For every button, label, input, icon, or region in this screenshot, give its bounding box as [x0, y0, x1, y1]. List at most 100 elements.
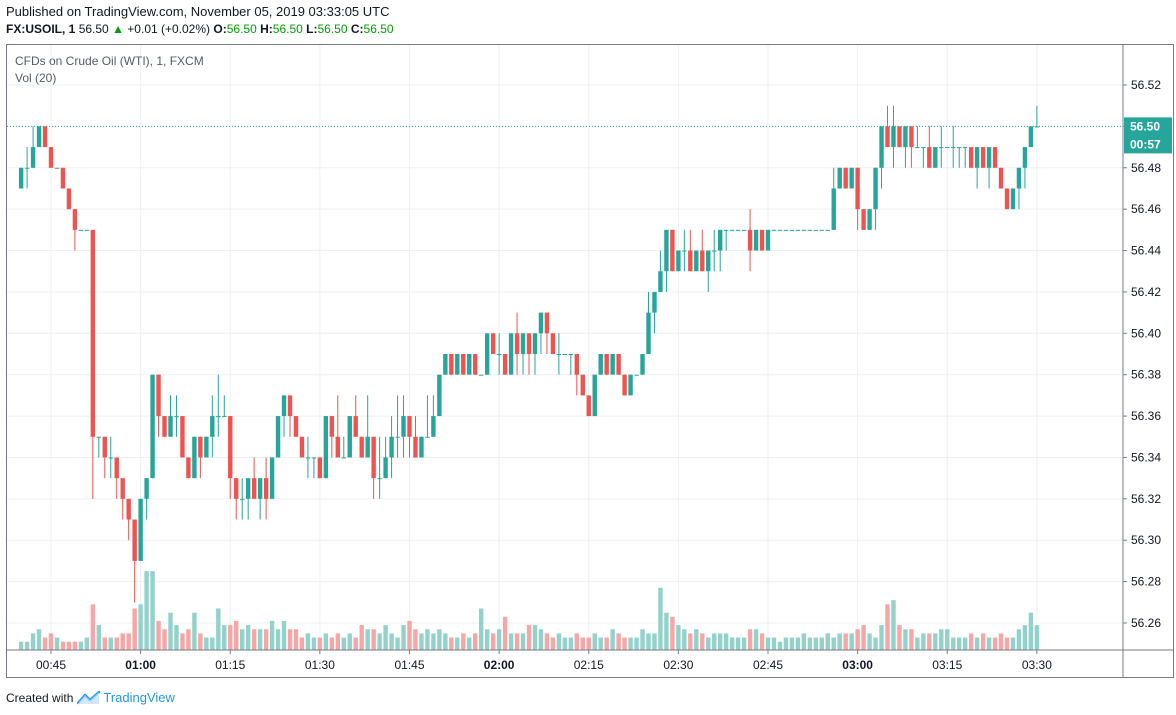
up-arrow-icon: ▲ — [112, 22, 124, 36]
candle-body — [234, 478, 239, 499]
candle — [897, 126, 902, 148]
low-value: 56.50 — [317, 22, 348, 36]
time-tick-label: 03:15 — [932, 658, 962, 672]
candle-body — [419, 436, 424, 458]
candle-body — [604, 354, 609, 375]
candle — [759, 229, 765, 251]
price-tick-label: 56.38 — [1131, 368, 1161, 382]
candle — [120, 478, 125, 520]
volume-bar — [1028, 612, 1034, 650]
volume-bar — [150, 571, 155, 650]
volume-bar — [120, 633, 125, 650]
candle-body — [490, 333, 496, 354]
candle — [251, 457, 257, 499]
volume-bar — [18, 641, 24, 650]
volume-bar — [861, 625, 866, 650]
candle-body — [676, 250, 681, 272]
time-tick-label: 02:15 — [574, 658, 604, 672]
tradingview-link[interactable]: TradingView — [103, 690, 175, 705]
candle-body — [610, 354, 615, 375]
candle — [909, 126, 914, 168]
candle — [353, 395, 358, 437]
volume-bar — [520, 633, 526, 650]
volume-bar — [180, 633, 185, 650]
volume-bar — [198, 633, 203, 650]
volume-bar — [945, 629, 950, 650]
candle — [108, 436, 113, 479]
low-label: L: — [306, 22, 318, 36]
volume-bar — [437, 629, 442, 650]
candle-body — [706, 250, 711, 272]
volume-bar — [986, 637, 992, 650]
candle-body — [718, 229, 723, 251]
candle-body — [216, 416, 221, 418]
volume-bar — [992, 637, 998, 650]
candle-body — [174, 416, 179, 418]
candle-body — [879, 126, 884, 168]
volume-bar — [807, 637, 813, 650]
candle-body — [753, 229, 759, 251]
candle-body — [843, 167, 848, 189]
candle — [658, 250, 663, 292]
candle — [735, 229, 741, 231]
candle-body — [574, 354, 579, 375]
candle — [156, 374, 161, 437]
candle — [323, 416, 329, 479]
tradingview-logo-icon[interactable] — [77, 690, 101, 705]
candle-body — [395, 436, 400, 438]
time-tick-label: 01:45 — [394, 658, 424, 672]
time-tick-label: 03:30 — [1022, 658, 1052, 672]
candle-body — [502, 354, 508, 375]
volume-bar — [819, 637, 824, 650]
candle — [849, 167, 854, 189]
volume-bar — [443, 633, 448, 650]
series-title: CFDs on Crude Oil (WTI), 1, FXCM — [15, 54, 204, 68]
candle — [915, 126, 920, 149]
candle — [245, 478, 251, 520]
volume-bar — [138, 604, 143, 650]
candle — [66, 188, 72, 210]
volume-bar — [269, 620, 275, 650]
volume-bar — [592, 633, 597, 650]
candle — [694, 250, 699, 272]
candle — [783, 229, 789, 231]
current-price-badge — [1124, 117, 1172, 154]
candle — [490, 333, 496, 354]
price-tick-label: 56.46 — [1131, 202, 1161, 216]
candle-body — [771, 229, 777, 231]
candle — [592, 374, 597, 417]
candle — [568, 354, 574, 375]
candle-body — [317, 457, 323, 479]
candle — [401, 395, 406, 458]
chart-frame — [6, 44, 1174, 678]
volume-bar — [257, 629, 263, 650]
volume-bar — [48, 633, 54, 650]
price-tick-label: 56.34 — [1131, 450, 1161, 464]
candle-body — [18, 167, 24, 189]
price-tick-label: 56.52 — [1131, 78, 1161, 92]
candle — [879, 126, 884, 189]
candle — [389, 416, 394, 479]
volume-bar — [24, 641, 30, 650]
chart-grid — [7, 45, 1123, 650]
candle — [688, 229, 693, 272]
candle-body — [951, 147, 956, 149]
candle — [646, 291, 651, 354]
volume-bar — [574, 633, 579, 650]
volume-bar — [299, 637, 305, 650]
candle — [168, 395, 173, 437]
candle — [538, 312, 544, 354]
candle — [604, 354, 609, 375]
volume-bar — [455, 637, 460, 650]
time-tick-label: 02:30 — [663, 658, 693, 672]
candle — [974, 147, 980, 189]
volume-bar — [245, 625, 251, 650]
candle-body — [801, 229, 807, 231]
candle — [281, 395, 287, 437]
candle — [574, 354, 579, 396]
candle — [36, 126, 42, 148]
time-tick-label: 02:45 — [753, 658, 783, 672]
volume-bar — [1010, 637, 1016, 650]
candlesticks — [18, 105, 1040, 603]
